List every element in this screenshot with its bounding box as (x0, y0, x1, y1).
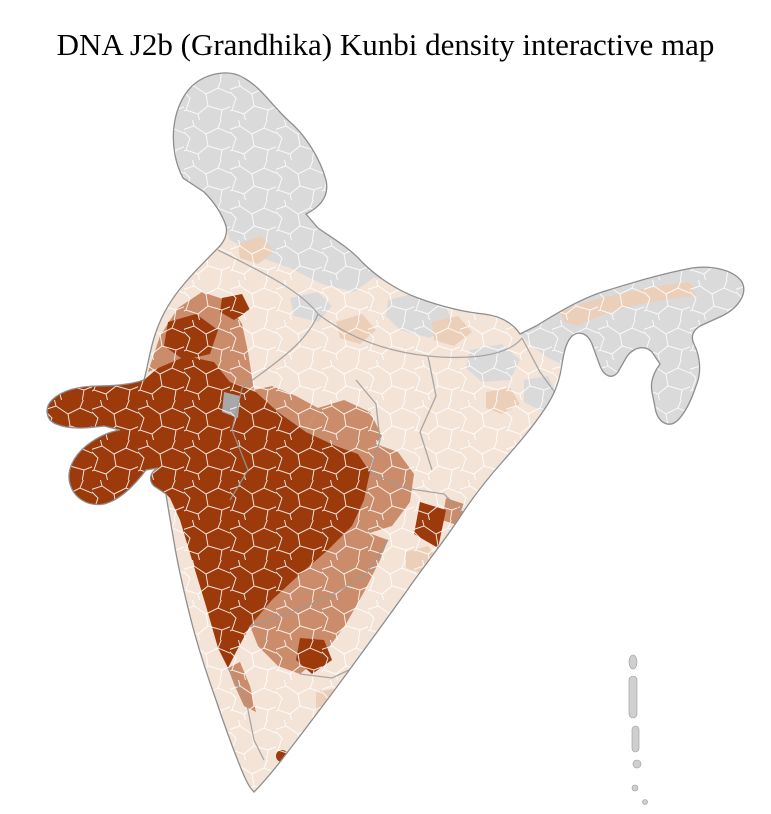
region-tripura-medium[interactable] (626, 358, 642, 374)
island[interactable] (632, 759, 642, 769)
india-outline (46, 72, 745, 793)
andaman-nicobar-islands[interactable] (628, 654, 648, 805)
island[interactable] (628, 675, 638, 719)
island[interactable] (631, 725, 640, 753)
district-boundaries-mesh (47, 72, 744, 792)
page-title: DNA J2b (Grandhika) Kunbi density intera… (56, 26, 715, 62)
region-odisha-coast-nodata-dark[interactable] (512, 460, 528, 482)
island[interactable] (628, 654, 638, 670)
island[interactable] (631, 784, 639, 792)
island[interactable] (642, 799, 648, 805)
